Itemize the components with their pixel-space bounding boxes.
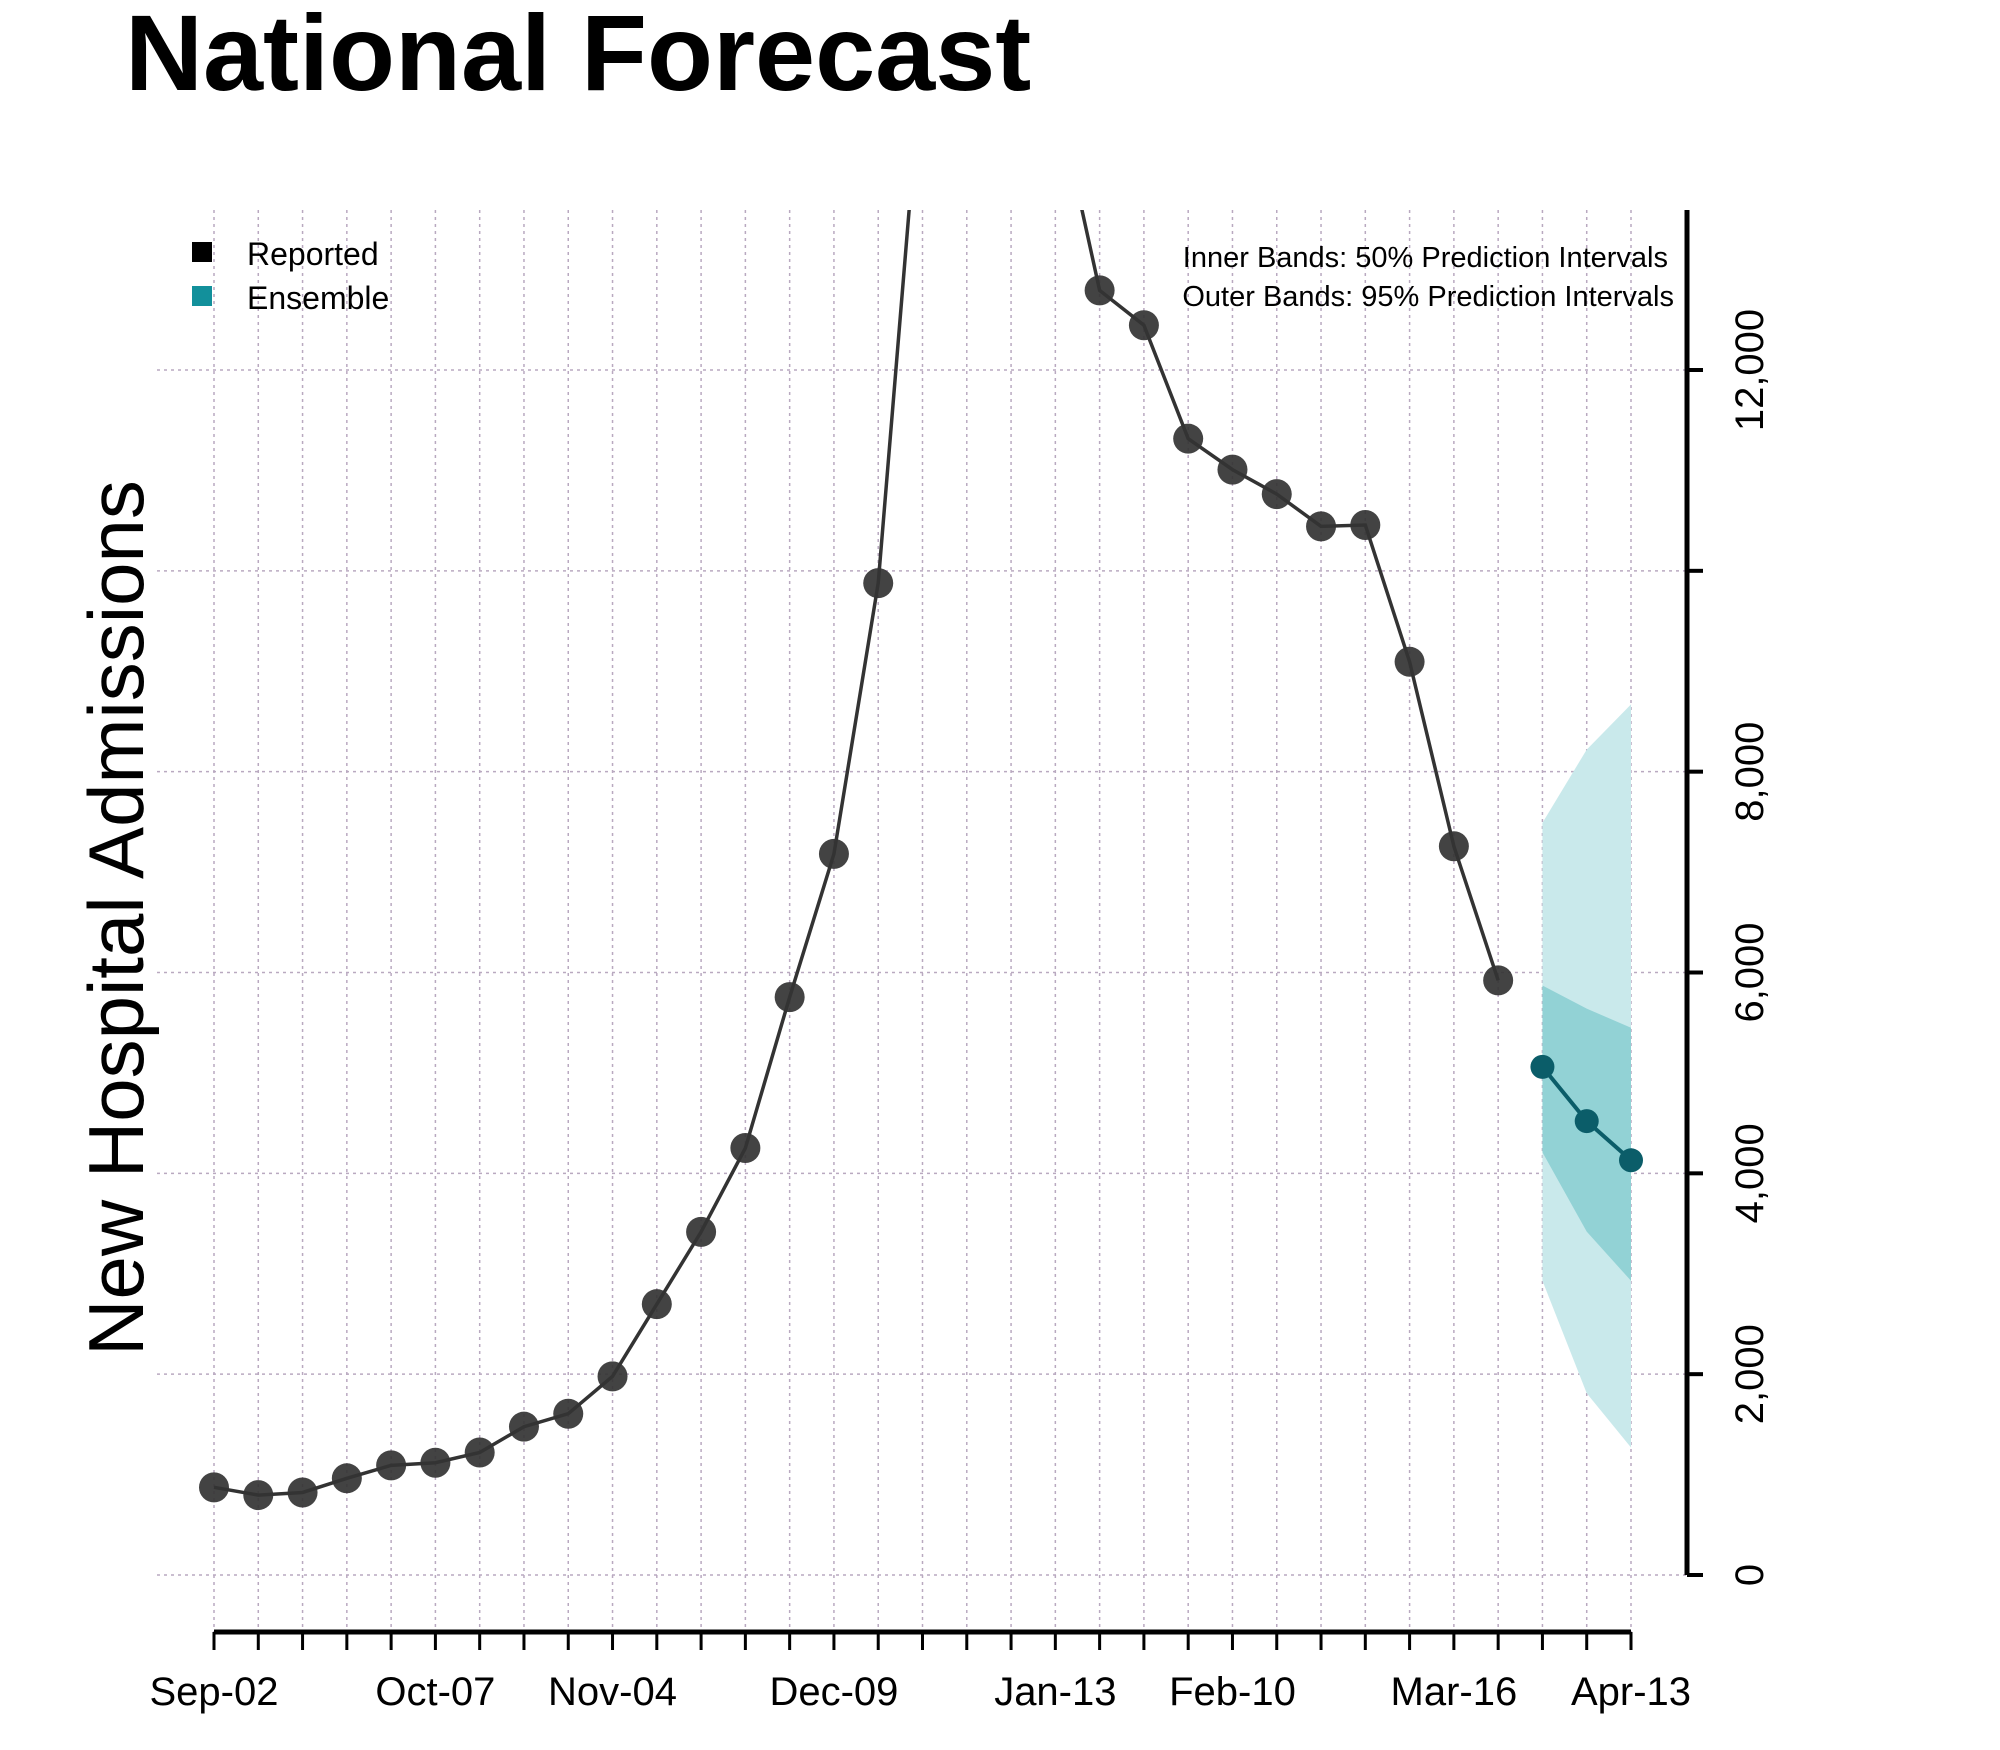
reported-point: [508, 1411, 539, 1442]
x-tick-label: Feb-10: [1169, 1670, 1296, 1714]
reported-point: [686, 1216, 717, 1247]
reported-point: [730, 1133, 761, 1164]
legend-swatch-reported: [192, 242, 212, 262]
reported-point: [1173, 423, 1204, 454]
reported-point: [553, 1398, 584, 1429]
x-tick-label: Oct-07: [375, 1670, 495, 1714]
y-tick-label: 12,000: [1728, 309, 1772, 431]
band-legend: Inner Bands: 50% Prediction Intervals Ou…: [1182, 242, 1674, 313]
reported-point: [287, 1477, 318, 1508]
annotation-outer-bands: Outer Bands: 95% Prediction Intervals: [1182, 281, 1674, 313]
reported-point: [199, 1472, 229, 1503]
legend-swatch-ensemble: [192, 286, 212, 306]
reported-point: [243, 1480, 274, 1511]
reported-point: [1483, 965, 1514, 996]
reported-point: [1084, 275, 1115, 306]
y-tick-label: 8,000: [1728, 722, 1772, 822]
reported-point: [641, 1289, 672, 1320]
x-tick-label: Dec-09: [769, 1670, 898, 1714]
reported-point: [863, 568, 894, 599]
x-tick-label: Jan-13: [994, 1670, 1116, 1714]
band-50-percent: [1542, 985, 1631, 1281]
reported-point: [1394, 646, 1425, 677]
ensemble-point: [1574, 1109, 1599, 1134]
reported-point: [1350, 510, 1381, 541]
annotation-inner-bands: Inner Bands: 50% Prediction Intervals: [1183, 242, 1668, 274]
reported-point: [1217, 454, 1248, 485]
reported-point: [464, 1437, 495, 1468]
reported-point: [420, 1447, 451, 1478]
y-axis-label: New Hospital Admissions: [72, 480, 160, 1356]
y-tick-label: 0: [1728, 1564, 1772, 1586]
reported-point: [1128, 310, 1159, 341]
axes: 0 2,000 4,000 6,000 8,000 12,000 Sep-02 Oct-07 N…: [150, 210, 1772, 1714]
reported-point: [1261, 479, 1292, 510]
y-tick-label: 4,000: [1728, 1123, 1772, 1223]
reported-point: [331, 1463, 362, 1494]
reported-point: [597, 1361, 628, 1392]
reported-point: [1040, 74, 1070, 104]
reported-point: [376, 1450, 407, 1481]
prediction-bands: [1542, 704, 1631, 1448]
legend-label-ensemble: Ensemble: [247, 280, 389, 316]
reported-point: [818, 838, 849, 869]
x-tick-label: Sep-02: [150, 1670, 279, 1714]
grid: [157, 210, 1687, 1632]
ensemble-point: [1530, 1054, 1555, 1079]
x-tick-label: Apr-13: [1571, 1670, 1691, 1714]
x-tick-label: Nov-04: [548, 1670, 677, 1714]
reported-line: [213, 210, 1500, 1497]
reported-point: [1306, 511, 1337, 542]
chart-title: National Forecast: [125, 0, 1031, 113]
legend-label-reported: Reported: [247, 236, 379, 272]
ensemble-point: [1619, 1148, 1643, 1173]
y-tick-label: 2,000: [1728, 1324, 1772, 1424]
legend: Reported Ensemble: [192, 236, 389, 316]
y-tick-label: 6,000: [1728, 922, 1772, 1022]
reported-point: [1438, 831, 1469, 862]
series-points: [199, 74, 1643, 1511]
x-tick-label: Mar-16: [1391, 1670, 1518, 1714]
reported-point: [774, 982, 805, 1013]
